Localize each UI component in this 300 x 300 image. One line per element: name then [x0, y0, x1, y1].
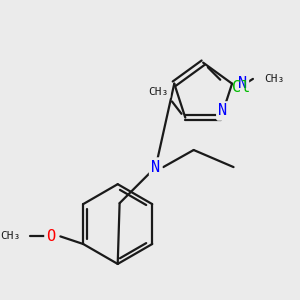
Text: CH₃: CH₃: [148, 87, 169, 97]
Text: N: N: [238, 76, 247, 91]
Text: Cl: Cl: [232, 80, 250, 95]
Text: O: O: [46, 229, 56, 244]
Text: CH₃: CH₃: [0, 231, 20, 242]
Text: N: N: [218, 103, 227, 118]
Text: N: N: [151, 160, 160, 175]
Text: CH₃: CH₃: [264, 74, 285, 84]
